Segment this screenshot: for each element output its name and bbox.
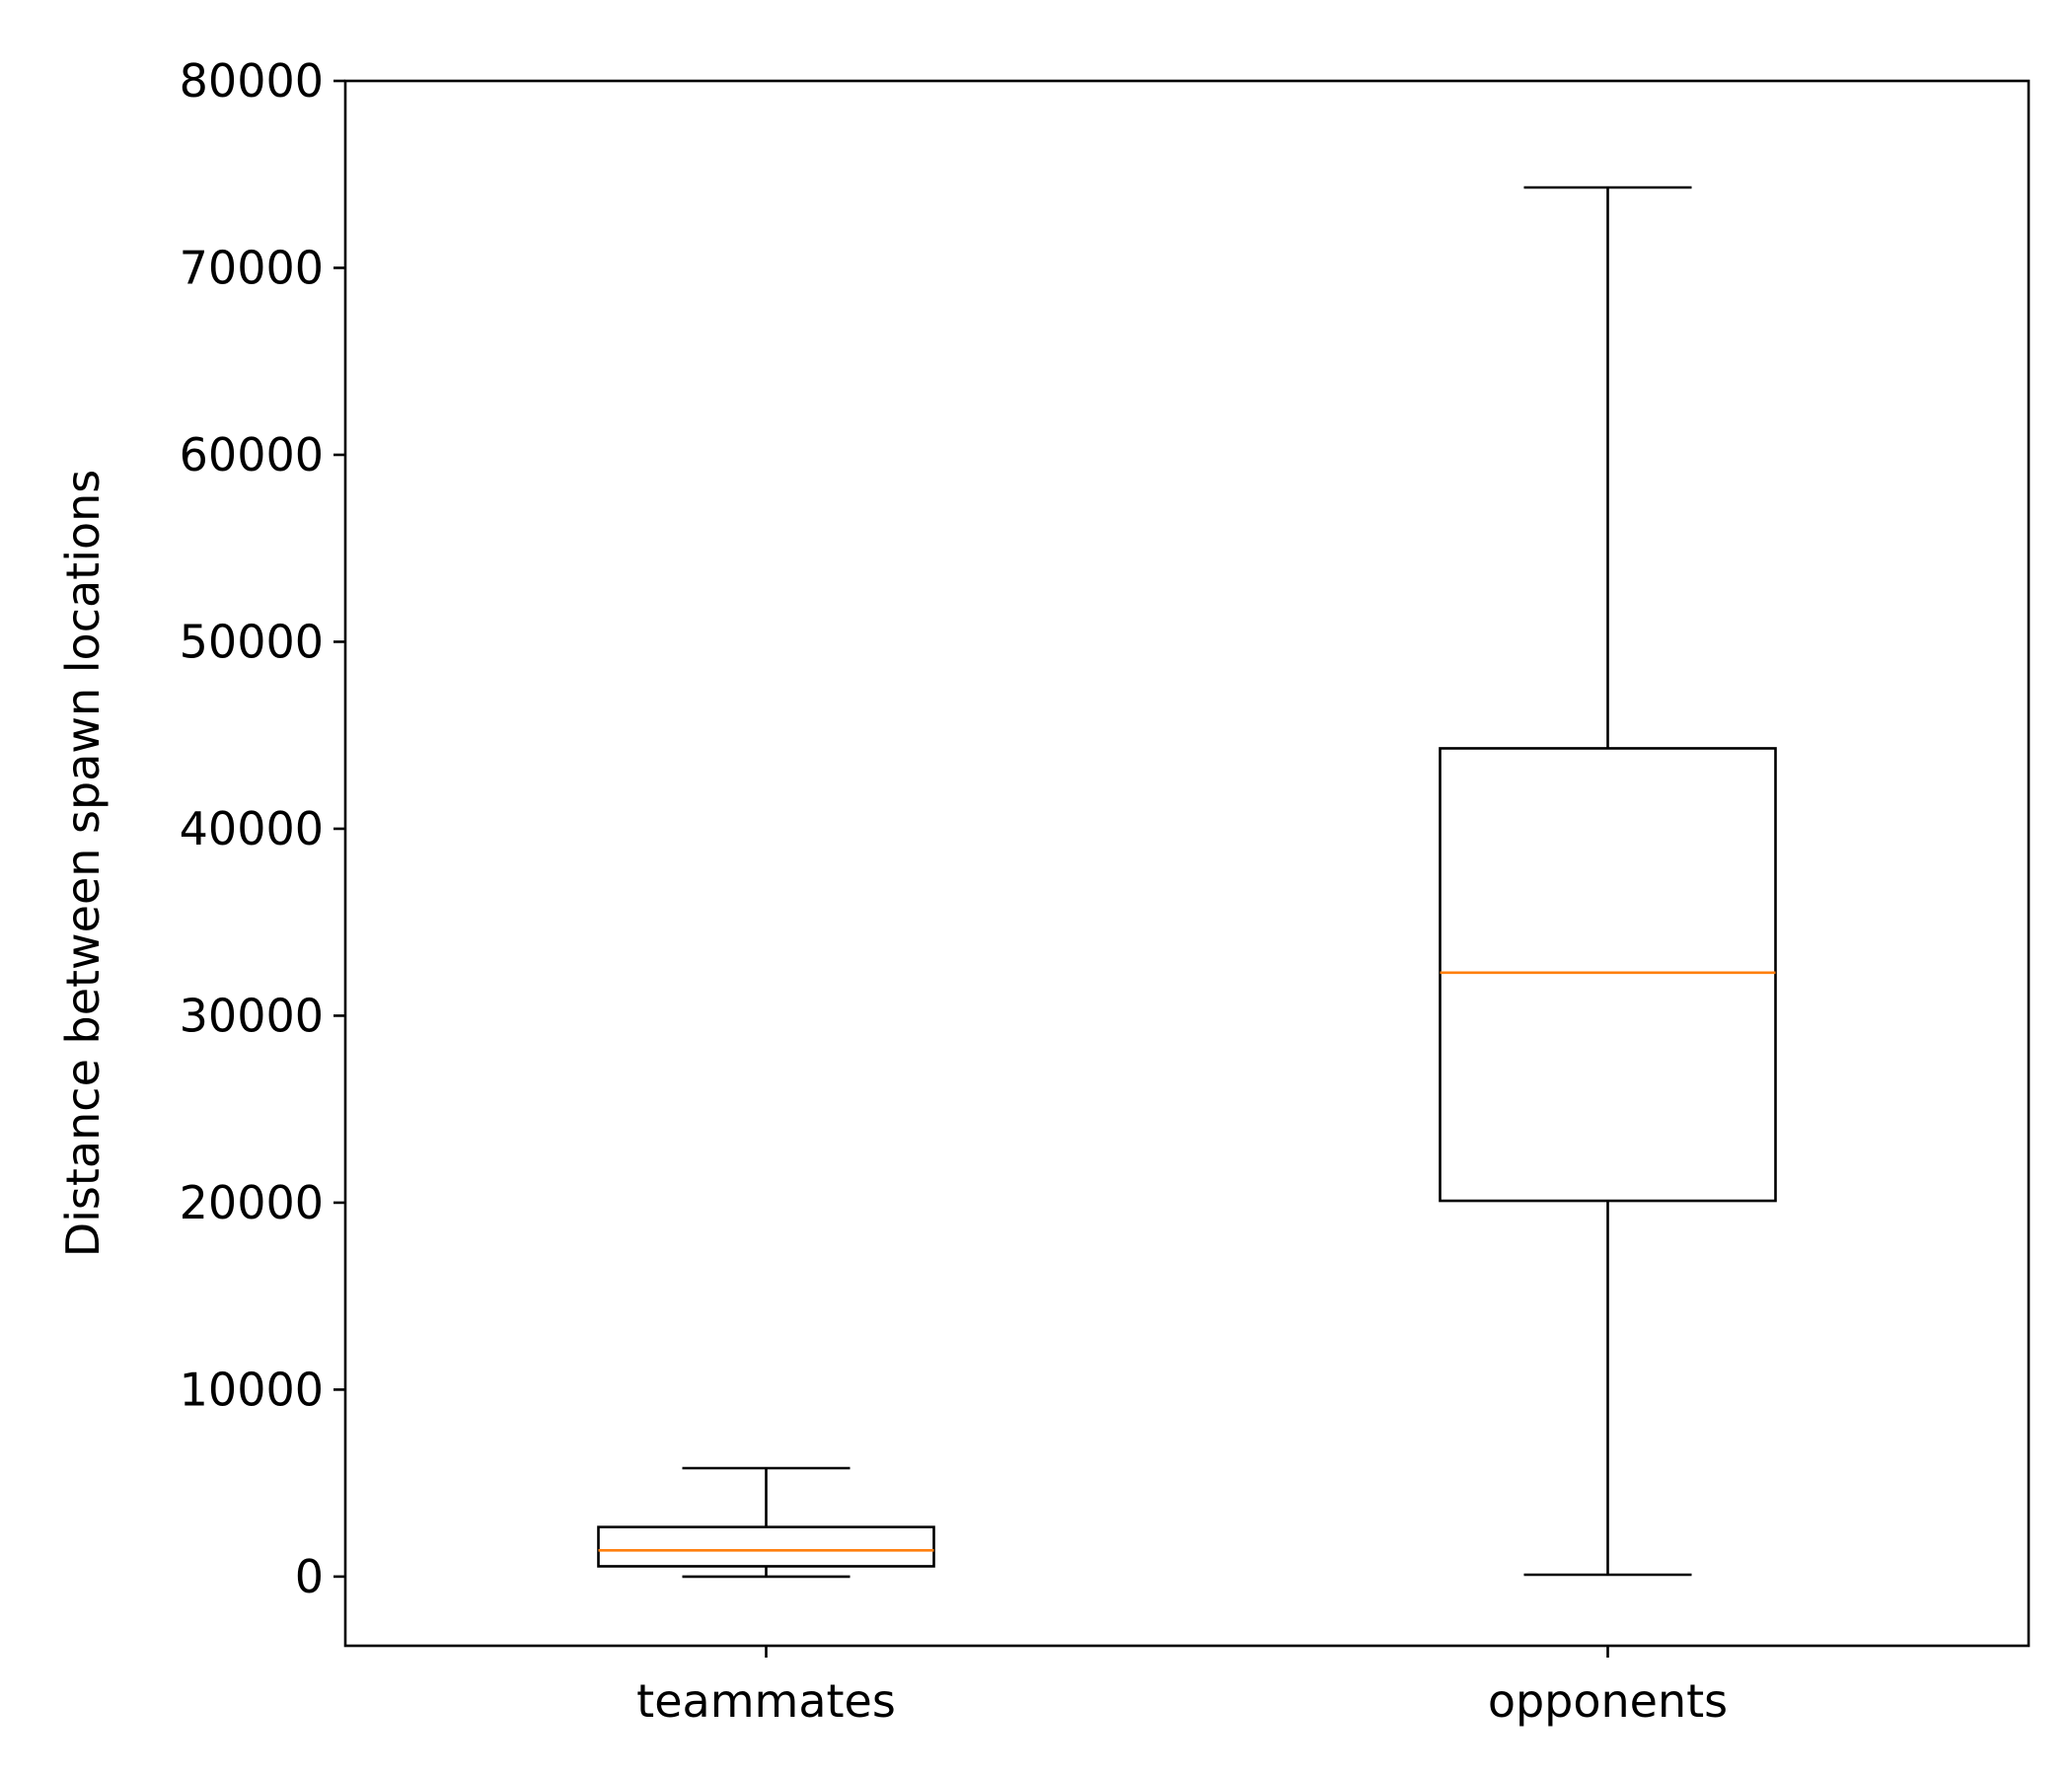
- plot-area: [597, 185, 1777, 1579]
- y-tick-label: 50000: [180, 615, 324, 668]
- iqr-box: [1439, 747, 1777, 1203]
- box-group-teammates: [597, 1466, 935, 1579]
- plot-frame: [343, 79, 2031, 1648]
- y-axis-label: Distance between spawn locations: [56, 470, 110, 1258]
- y-axis: 0 10000 20000 30000 40000 50000 60000 70000 8000…: [180, 54, 345, 1603]
- y-tick-label: 10000: [180, 1363, 324, 1416]
- y-tick-label: 70000: [180, 241, 324, 294]
- y-tick-label: 0: [295, 1550, 324, 1603]
- y-tick-label: 40000: [180, 802, 324, 855]
- x-tick-label: teammates: [636, 1674, 896, 1728]
- x-tick-label: opponents: [1488, 1674, 1728, 1728]
- y-tick-label: 20000: [180, 1176, 324, 1229]
- iqr-box: [597, 1525, 935, 1568]
- y-tick-label: 30000: [180, 989, 324, 1042]
- box-group-opponents: [1439, 185, 1777, 1577]
- y-tick-label: 60000: [180, 428, 324, 481]
- x-axis: teammates opponents: [636, 1646, 1728, 1728]
- y-tick-label: 80000: [180, 54, 324, 108]
